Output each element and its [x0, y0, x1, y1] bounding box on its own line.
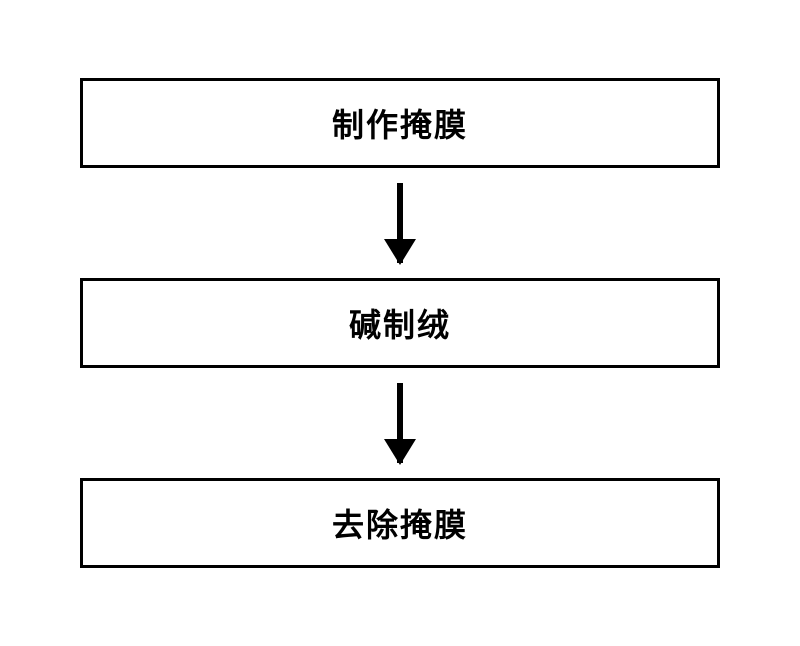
flowchart-step-2: 碱制绒: [80, 278, 720, 368]
flowchart-container: 制作掩膜 碱制绒 去除掩膜: [40, 78, 760, 568]
step-label: 制作掩膜: [332, 100, 468, 146]
flowchart-step-1: 制作掩膜: [80, 78, 720, 168]
step-label: 碱制绒: [349, 300, 451, 346]
step-label: 去除掩膜: [332, 500, 468, 546]
arrow-down-icon: [397, 383, 403, 463]
arrow-container-1: [40, 168, 760, 278]
arrow-down-icon: [397, 183, 403, 263]
flowchart-step-3: 去除掩膜: [80, 478, 720, 568]
arrow-container-2: [40, 368, 760, 478]
